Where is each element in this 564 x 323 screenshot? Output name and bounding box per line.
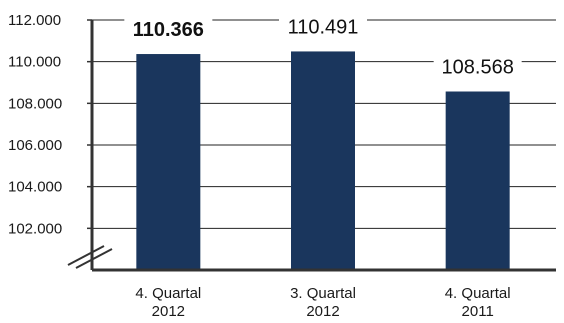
data-label-background	[433, 55, 522, 80]
data-label: 110.491	[288, 16, 359, 38]
x-category-label: 2012	[152, 303, 185, 320]
bar	[445, 91, 510, 270]
x-category-label: 2012	[306, 303, 339, 320]
bar	[291, 51, 355, 270]
data-label-background	[124, 18, 213, 43]
data-label-background	[279, 15, 367, 40]
y-tick-label: 112.000	[8, 12, 61, 29]
y-tick-label: 108.000	[8, 95, 62, 112]
y-tick-label: 106.000	[8, 137, 62, 154]
x-category-label: 3. Quartal	[290, 285, 356, 302]
data-label: 108.568	[442, 57, 514, 79]
axis-break-mark	[75, 248, 113, 269]
x-category-label: 4. Quartal	[135, 285, 201, 302]
x-category-label: 4. Quartal	[445, 285, 511, 302]
y-tick-label: 104.000	[8, 179, 62, 196]
x-category-label: 2011	[462, 303, 494, 320]
data-labels: 110.366 110.491 108.568	[124, 15, 522, 80]
y-tick-label: 110.000	[8, 54, 61, 71]
bars	[136, 51, 510, 270]
axis-break-mark	[67, 245, 105, 266]
data-label: 110.366	[133, 19, 204, 41]
axes	[67, 19, 556, 272]
y-tick-labels: 102.000 104.000 106.000 108.000 110.000 112.0…	[8, 12, 62, 237]
y-tick-label: 102.000	[8, 220, 62, 237]
bar	[136, 54, 201, 270]
